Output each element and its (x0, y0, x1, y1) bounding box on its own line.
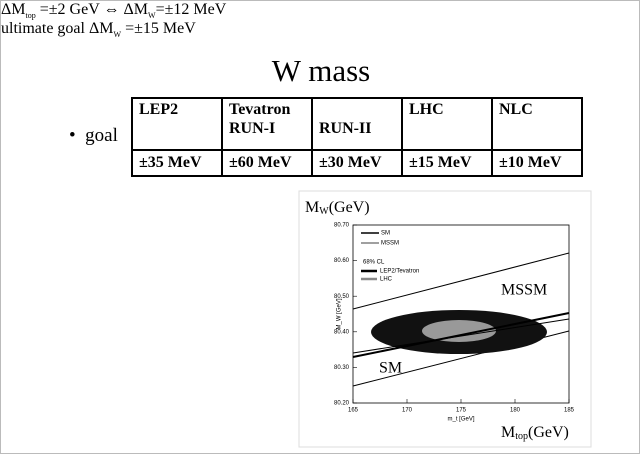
mssm-band-edge (352, 252, 570, 310)
header-cell: LEP2 (131, 97, 223, 151)
header-cell: Tevatron RUN-I (221, 97, 313, 151)
header-line: Tevatron (229, 101, 291, 118)
text: (GeV) (528, 424, 569, 441)
header-row: LEP2 Tevatron RUN-I RUN-II LHC NLC (131, 97, 583, 151)
inner-x-label: m_t [GeV] (447, 417, 474, 423)
note: ultimate goal ΔMW =±15 MeV (1, 20, 639, 39)
text: M (305, 199, 319, 216)
inner-y-label: M_W [GeV] (337, 298, 343, 329)
legend-label: MSSM (381, 241, 399, 247)
legend-label: LHC (380, 277, 393, 283)
x-tick-label: 180 (510, 408, 521, 414)
header-line: NLC (499, 101, 533, 118)
legend-title: 68% CL (363, 260, 385, 266)
y-axis-title: MW(GeV) (305, 199, 370, 218)
slide-title: W mass (271, 53, 371, 88)
header-cell: RUN-II (311, 97, 403, 151)
note-part: =±15 MeV (121, 20, 196, 38)
note-part: W (148, 11, 156, 21)
mssm-line (352, 318, 570, 354)
header-line: RUN-I (229, 120, 276, 137)
sm-line (352, 312, 570, 358)
annotation: MSSM (501, 282, 547, 299)
value-cell: ±60 MeV (221, 149, 313, 177)
text: (GeV) (329, 199, 370, 216)
value-cell: ±35 MeV (131, 149, 223, 177)
text: M (501, 424, 515, 441)
x-tick-label: 185 (564, 408, 575, 414)
annotation: SM (379, 360, 402, 377)
x-tick-label: 170 (402, 408, 413, 414)
x-tick-label: 165 (348, 408, 359, 414)
value-row: ±35 MeV ±60 MeV ±30 MeV ±15 MeV ±10 MeV (131, 149, 583, 177)
header-cell: LHC (401, 97, 493, 151)
table: LEP2 Tevatron RUN-I RUN-II LHC NLC ±35 MeV ±60 … (131, 97, 583, 177)
x-tick-label: 175 (456, 408, 467, 414)
value-cell: ±15 MeV (401, 149, 493, 177)
y-tick-label: 80.20 (334, 401, 350, 407)
bullet: • goal (69, 125, 118, 146)
subscript: W (319, 206, 329, 217)
y-tick-label: 80.50 (334, 294, 350, 300)
lhc-ellipse (422, 320, 496, 342)
legend-label: LEP2/Tevatron (380, 269, 419, 275)
header-line: LEP2 (139, 101, 179, 118)
note: ΔMtop =±2 GeV ⇔ ΔMW=±12 MeV (1, 1, 639, 20)
note-part: =±2 GeV ⇔ ΔM (35, 1, 148, 18)
value-cell: ±10 MeV (491, 149, 583, 177)
legend-label: SM (381, 231, 390, 237)
note-part: =±12 MeV (155, 1, 227, 18)
header-line: RUN-II (319, 120, 372, 137)
y-tick-label: 80.30 (334, 365, 350, 371)
header-line: LHC (409, 101, 444, 118)
note-part: ΔM (1, 1, 26, 18)
bullet-text: goal (85, 125, 118, 146)
y-tick-label: 80.60 (334, 258, 350, 264)
x-axis-title: Mtop(GeV) (501, 424, 569, 443)
value-cell: ±30 MeV (311, 149, 403, 177)
header-cell: NLC (491, 97, 583, 151)
note-part: top (25, 11, 36, 21)
y-tick-label: 80.40 (334, 329, 350, 335)
subscript: top (515, 431, 528, 442)
y-tick-label: 80.70 (334, 223, 350, 229)
note-part: ultimate goal ΔM (1, 20, 114, 38)
note-part: W (113, 30, 122, 40)
